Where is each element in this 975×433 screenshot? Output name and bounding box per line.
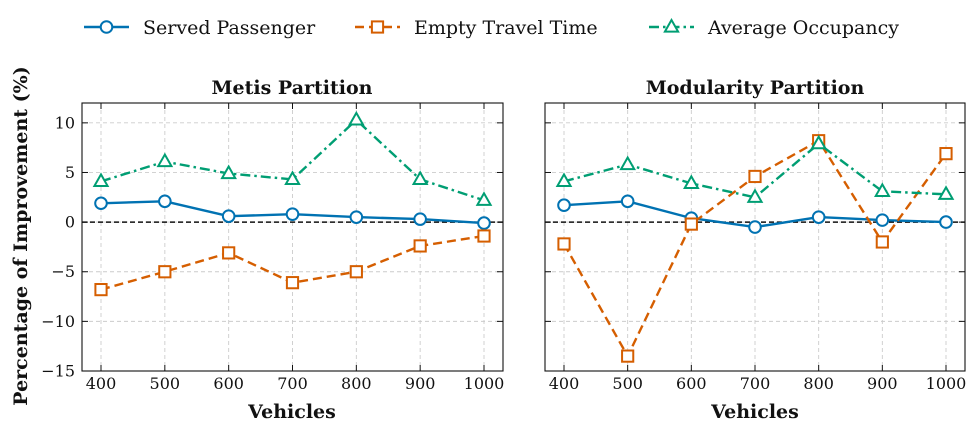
point-average-occupancy-metis-400	[92, 172, 110, 188]
series-average-occupancy-metis	[92, 110, 493, 206]
point-average-occupancy-metis-1000	[475, 191, 493, 206]
point-empty-travel-time-modularity-1000	[939, 147, 953, 161]
point-average-occupancy-modularity-600	[683, 174, 700, 189]
x-tick-label-modularity-1000: 1000	[926, 374, 967, 393]
point-empty-travel-time-modularity-500	[621, 349, 635, 363]
point-empty-travel-time-metis-700	[285, 276, 300, 290]
legend-label-served-passenger: Served Passenger	[143, 17, 316, 39]
point-average-occupancy-modularity-900	[874, 182, 891, 197]
point-average-occupancy-modularity-500	[619, 155, 636, 171]
point-served-passenger-modularity-700	[748, 220, 762, 234]
panel-metis: Metis Partition −15 −10 −5 0 5 10 400 500 600 700…	[41, 77, 504, 423]
y-tick-label-metis--10: −10	[41, 312, 75, 331]
y-tick-label-metis-0: 0	[65, 213, 75, 232]
legend-item-empty-travel-time: Empty Travel Time	[355, 17, 598, 39]
point-served-passenger-modularity-400	[557, 198, 571, 213]
legend-marker-average-occupancy	[663, 17, 680, 33]
point-served-passenger-metis-500	[158, 194, 172, 209]
x-tick-label-metis-800: 800	[341, 374, 372, 393]
x-tick-label-modularity-900: 900	[867, 374, 898, 393]
legend-swatch-empty-travel-time	[355, 20, 400, 34]
panel-modularity: Modularity Partition 400 500 600 700 800 900 1…	[544, 77, 967, 423]
point-served-passenger-metis-1000	[477, 216, 491, 230]
plot-area-modularity: 400 500 600 700 800 900 1000	[544, 102, 967, 393]
legend-label-empty-travel-time: Empty Travel Time	[414, 17, 598, 39]
y-tick-label-metis-10: 10	[55, 113, 75, 132]
point-served-passenger-modularity-1000	[939, 215, 953, 229]
point-empty-travel-time-metis-800	[349, 265, 363, 279]
x-axis-title-metis: Vehicles	[247, 401, 336, 423]
x-tick-label-modularity-600: 600	[676, 374, 707, 393]
point-average-occupancy-metis-700	[284, 170, 301, 186]
legend-label-average-occupancy: Average Occupancy	[707, 17, 899, 39]
x-tick-label-modularity-800: 800	[803, 374, 834, 393]
series-empty-travel-time-modularity	[557, 134, 953, 363]
x-tick-label-modularity-400: 400	[549, 374, 580, 393]
point-average-occupancy-modularity-1000	[937, 185, 955, 200]
x-tick-label-metis-500: 500	[150, 374, 181, 393]
y-axis-title: Percentage of Improvement (%)	[10, 66, 32, 405]
x-axis-title-modularity: Vehicles	[710, 401, 799, 423]
point-served-passenger-metis-600	[221, 209, 236, 223]
point-average-occupancy-metis-500	[156, 152, 174, 168]
grid-modularity	[545, 103, 965, 372]
point-empty-travel-time-metis-600	[222, 246, 236, 260]
x-tick-label-modularity-500: 500	[612, 374, 643, 393]
y-tick-label-metis--15: −15	[41, 362, 75, 381]
point-average-occupancy-modularity-700	[746, 188, 764, 203]
y-tick-label-metis--5: −5	[51, 262, 75, 281]
point-served-passenger-modularity-500	[620, 194, 635, 209]
point-average-occupancy-modularity-400	[555, 172, 573, 188]
point-served-passenger-metis-700	[285, 207, 300, 221]
point-served-passenger-metis-800	[349, 210, 364, 224]
legend-item-average-occupancy: Average Occupancy	[649, 17, 899, 39]
point-empty-travel-time-modularity-900	[875, 235, 889, 249]
point-served-passenger-modularity-900	[875, 213, 890, 227]
y-tick-label-metis-5: 5	[65, 163, 75, 182]
point-empty-travel-time-metis-400	[94, 283, 108, 297]
x-tick-label-modularity-700: 700	[740, 374, 771, 393]
point-served-passenger-metis-400	[94, 196, 108, 211]
plot-area-metis: −15 −10 −5 0 5 10 400 500 600 700 800 900 1000	[41, 102, 505, 393]
point-empty-travel-time-modularity-400	[557, 237, 571, 251]
panel-title-modularity: Modularity Partition	[646, 77, 865, 99]
x-tick-label-metis-400: 400	[86, 374, 117, 393]
point-average-occupancy-metis-600	[220, 164, 237, 180]
legend-swatch-served-passenger	[84, 20, 129, 34]
legend: Served Passenger Empty Travel Time Avera…	[84, 17, 899, 39]
series-served-passenger-modularity	[557, 194, 953, 234]
series-average-occupancy-modularity	[555, 134, 955, 203]
legend-marker-served-passenger	[99, 20, 114, 34]
point-average-occupancy-metis-800	[348, 110, 365, 126]
point-empty-travel-time-metis-900	[413, 239, 427, 253]
x-tick-label-metis-1000: 1000	[464, 374, 505, 393]
grid-metis	[82, 103, 503, 372]
point-average-occupancy-modularity-800	[810, 134, 827, 150]
point-empty-travel-time-modularity-700	[748, 169, 762, 184]
x-tick-label-metis-900: 900	[405, 374, 436, 393]
panel-title-metis: Metis Partition	[212, 77, 373, 99]
legend-marker-empty-travel-time	[370, 20, 385, 34]
point-served-passenger-metis-900	[413, 212, 427, 226]
series-empty-travel-time-metis	[94, 229, 491, 297]
x-tick-label-metis-700: 700	[277, 374, 308, 393]
legend-item-served-passenger: Served Passenger	[84, 17, 316, 39]
point-empty-travel-time-modularity-600	[684, 217, 698, 231]
x-tick-label-metis-600: 600	[213, 374, 244, 393]
series-served-passenger-metis	[94, 194, 491, 230]
point-average-occupancy-metis-900	[411, 170, 429, 186]
legend-swatch-average-occupancy	[649, 17, 694, 33]
point-served-passenger-modularity-800	[811, 210, 826, 224]
point-empty-travel-time-metis-500	[158, 265, 172, 279]
point-empty-travel-time-metis-1000	[477, 229, 491, 243]
